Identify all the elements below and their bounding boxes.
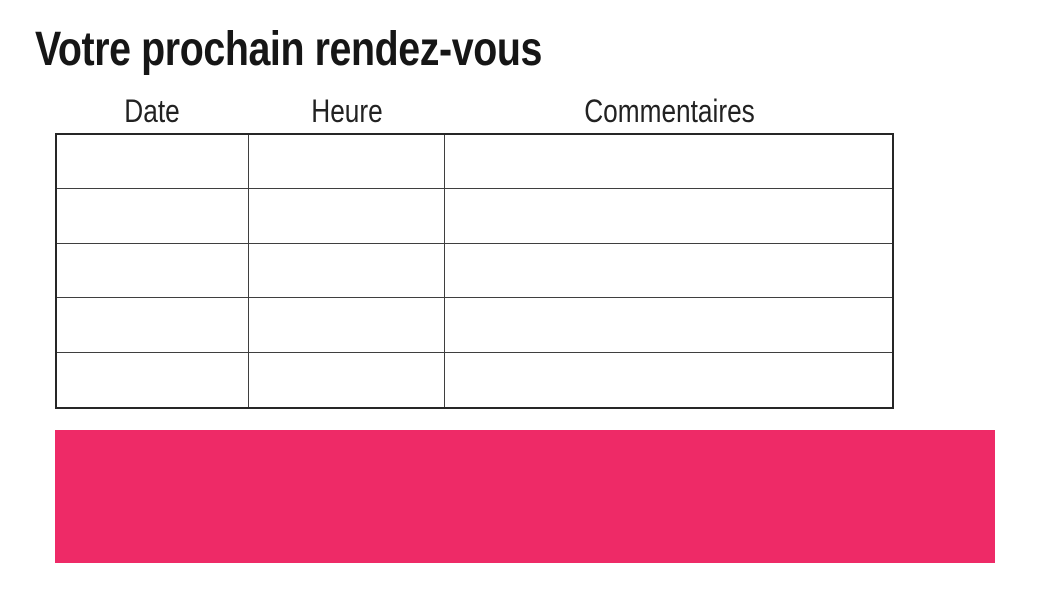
table-row (57, 352, 892, 407)
table-cell (445, 135, 892, 188)
table-cell (445, 189, 892, 242)
table-cell (249, 243, 445, 298)
table-cell (57, 352, 249, 407)
column-header-commentaires: Commentaires (584, 93, 755, 129)
table-cell (57, 189, 249, 243)
table-row (57, 189, 892, 244)
table-row (57, 298, 892, 353)
table-cell (57, 135, 249, 189)
table-column-headers: Date Heure Commentaires (55, 90, 894, 128)
table-cell (445, 353, 892, 407)
page-title: Votre prochain rendez-vous (35, 23, 542, 76)
table-cell (249, 298, 445, 352)
accent-banner (55, 430, 995, 563)
table-row (57, 243, 892, 299)
table-cell (249, 352, 445, 407)
table-row (57, 135, 892, 190)
table-cell (445, 244, 892, 297)
column-header-date: Date (124, 93, 180, 129)
table-cell (249, 189, 445, 243)
table-cell (249, 135, 445, 189)
appointment-table (55, 133, 894, 409)
column-header-heure: Heure (311, 93, 383, 129)
table-cell (57, 243, 249, 298)
table-cell (445, 298, 892, 351)
table-cell (57, 298, 249, 352)
